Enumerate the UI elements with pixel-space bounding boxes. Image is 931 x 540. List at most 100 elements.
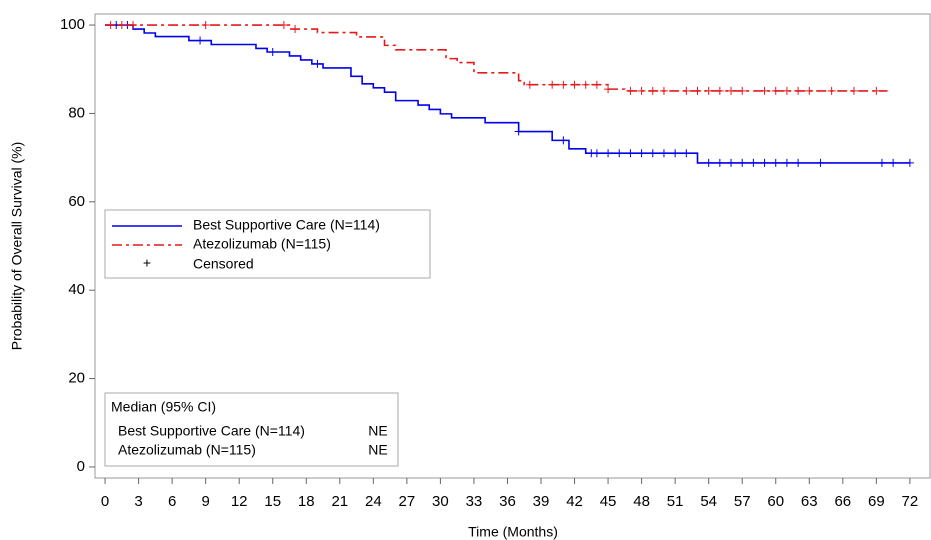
censor-mark — [715, 158, 724, 167]
x-tick-label: 12 — [231, 493, 248, 510]
censor-mark — [548, 80, 557, 89]
censor-mark — [849, 86, 858, 95]
censor-mark — [782, 158, 791, 167]
censor-mark — [648, 86, 657, 95]
censor-mark — [749, 158, 758, 167]
censor-mark — [559, 136, 568, 145]
censor-mark — [514, 127, 523, 136]
x-tick-label: 6 — [168, 493, 176, 510]
censor-mark — [313, 59, 322, 68]
x-tick-label: 24 — [365, 493, 382, 510]
censor-mark — [570, 80, 579, 89]
median-value: NE — [368, 423, 387, 439]
x-axis-title: Time (Months) — [468, 524, 558, 540]
y-tick-label: 100 — [60, 16, 85, 33]
censor-mark — [626, 86, 635, 95]
median-value: NE — [368, 442, 387, 458]
median-group: Best Supportive Care (N=114) — [118, 423, 305, 439]
censor-mark — [905, 158, 914, 167]
legend-box — [104, 209, 431, 279]
censor-mark — [805, 86, 814, 95]
censor-mark — [704, 158, 713, 167]
censor-mark — [604, 149, 613, 158]
survival-curve — [105, 24, 910, 164]
y-axis-title: Probability of Overall Survival (%) — [9, 142, 25, 351]
x-tick-label: 15 — [264, 493, 281, 510]
censor-mark — [771, 86, 780, 95]
censor-mark — [671, 149, 680, 158]
censor-mark — [525, 80, 534, 89]
censor-mark — [760, 158, 769, 167]
censor-mark — [704, 86, 713, 95]
censor-mark — [693, 86, 702, 95]
censor-mark — [659, 86, 668, 95]
censor-mark — [682, 86, 691, 95]
censor-mark — [201, 21, 210, 30]
censor-mark — [771, 158, 780, 167]
censor-mark — [637, 86, 646, 95]
median-box — [104, 392, 399, 467]
censor-mark — [682, 149, 691, 158]
censor-mark — [816, 158, 825, 167]
censor-mark — [559, 80, 568, 89]
censor-mark — [279, 21, 288, 30]
x-tick-label: 69 — [868, 493, 885, 510]
censor-mark — [117, 21, 126, 30]
censor-mark — [727, 86, 736, 95]
plot-frame — [94, 13, 931, 479]
censor-mark — [581, 80, 590, 89]
x-tick-label: 30 — [432, 493, 449, 510]
censor-mark — [291, 25, 300, 34]
x-tick-label: 21 — [331, 493, 348, 510]
x-tick-label: 45 — [600, 493, 617, 510]
survival-curve — [105, 24, 888, 92]
x-tick-label: 66 — [834, 493, 851, 510]
censor-mark — [626, 149, 635, 158]
censor-mark — [592, 80, 601, 89]
x-tick-label: 27 — [399, 493, 416, 510]
censor-mark — [196, 36, 205, 45]
censor-mark — [782, 86, 791, 95]
censor-mark — [106, 21, 115, 30]
median-group: Atezolizumab (N=115) — [118, 442, 256, 458]
censor-mark — [877, 158, 886, 167]
x-tick-label: 9 — [201, 493, 209, 510]
censor-mark — [637, 149, 646, 158]
censor-mark — [794, 86, 803, 95]
censor-mark — [648, 149, 657, 158]
y-tick-label: 60 — [68, 193, 85, 210]
censor-mark — [129, 21, 138, 30]
censor-mark — [604, 85, 613, 94]
censor-mark — [592, 149, 601, 158]
y-tick-label: 80 — [68, 104, 85, 121]
censor-mark — [659, 149, 668, 158]
x-tick-label: 72 — [902, 493, 919, 510]
x-tick-label: 63 — [801, 493, 818, 510]
x-tick-label: 0 — [101, 493, 109, 510]
censor-mark — [727, 158, 736, 167]
x-tick-label: 60 — [767, 493, 784, 510]
x-tick-label: 18 — [298, 493, 315, 510]
censor-mark — [738, 86, 747, 95]
x-tick-label: 3 — [134, 493, 142, 510]
censor-mark — [760, 86, 769, 95]
y-tick-label: 0 — [77, 458, 85, 475]
censor-mark — [615, 149, 624, 158]
x-tick-label: 57 — [734, 493, 751, 510]
x-tick-label: 36 — [499, 493, 516, 510]
censor-mark — [715, 86, 724, 95]
censor-mark — [889, 158, 898, 167]
x-tick-label: 51 — [667, 493, 684, 510]
median-title: Median (95% CI) — [111, 399, 216, 415]
censor-mark — [872, 86, 881, 95]
y-tick-label: 20 — [68, 370, 85, 387]
legend-label: Atezolizumab (N=115) — [193, 236, 331, 252]
y-tick-label: 40 — [68, 281, 85, 298]
legend-label: Censored — [193, 256, 254, 272]
x-tick-label: 48 — [633, 493, 650, 510]
x-tick-label: 33 — [466, 493, 483, 510]
censor-mark — [268, 48, 277, 57]
censor-mark — [738, 158, 747, 167]
legend-label: Best Supportive Care (N=114) — [193, 217, 380, 233]
